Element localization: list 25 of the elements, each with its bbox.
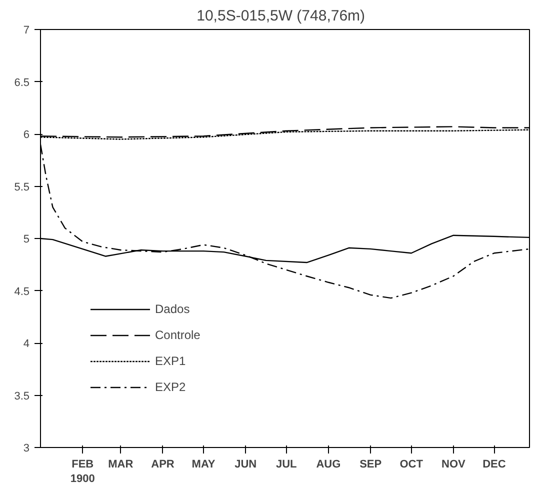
x-tick-label: JUL [276,458,298,470]
y-tick-label: 4 [23,338,30,350]
x-tick-label: FEB 1900 [70,458,95,485]
x-tick-label: DEC [482,458,506,470]
x-tick-label: MAY [192,458,216,470]
x-tick-label: APR [151,458,174,470]
legend-label: EXP1 [155,354,186,368]
x-tick-label: JUN [234,458,257,470]
y-tick-label: 4.5 [14,286,30,298]
x-tick-label: MAR [108,458,134,470]
y-tick-label: 6.5 [14,76,30,89]
x-tick-label: NOV [442,458,466,470]
x-tick-label: AUG [316,458,341,470]
y-tick-label: 5 [23,234,30,246]
y-tick-label: 3 [23,442,30,454]
x-tick-label: OCT [400,458,424,470]
chart-title: 10,5S-015,5W (748,76m) [196,8,366,24]
y-tick-label: 6 [23,129,30,141]
legend-label: Dados [155,302,190,316]
legend-label: EXP2 [155,380,186,394]
y-tick-label: 7 [23,24,30,36]
x-tick-label: SEP [360,458,382,470]
legend-label: Controle [155,328,200,342]
y-tick-label: 5.5 [14,181,30,194]
y-tick-label: 3.5 [14,390,30,402]
